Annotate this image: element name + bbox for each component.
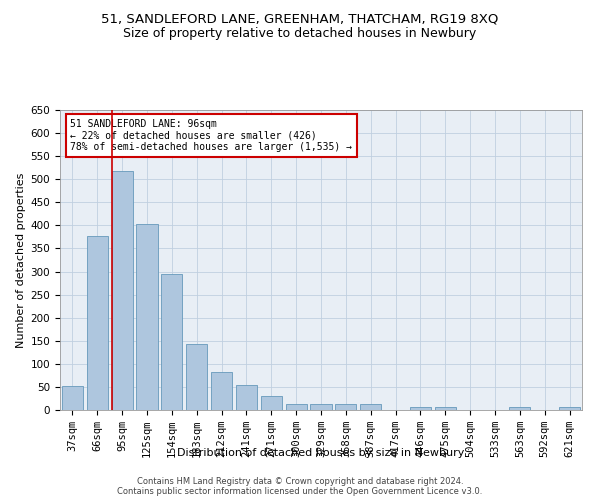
Bar [261, 396, 282, 410]
Bar [410, 407, 431, 410]
Text: 51, SANDLEFORD LANE, GREENHAM, THATCHAM, RG19 8XQ: 51, SANDLEFORD LANE, GREENHAM, THATCHAM,… [101, 12, 499, 26]
Text: Contains public sector information licensed under the Open Government Licence v3: Contains public sector information licen… [118, 488, 482, 496]
Bar [112, 171, 133, 410]
Bar [136, 224, 158, 410]
Bar [435, 407, 456, 410]
Bar [360, 404, 381, 410]
Bar [236, 384, 257, 410]
Bar [335, 404, 356, 410]
Text: Distribution of detached houses by size in Newbury: Distribution of detached houses by size … [178, 448, 464, 458]
Bar [509, 407, 530, 410]
Bar [310, 404, 332, 410]
Text: Contains HM Land Registry data © Crown copyright and database right 2024.: Contains HM Land Registry data © Crown c… [137, 476, 463, 486]
Bar [286, 404, 307, 410]
Bar [559, 407, 580, 410]
Bar [186, 344, 207, 410]
Bar [161, 274, 182, 410]
Bar [87, 236, 108, 410]
Text: 51 SANDLEFORD LANE: 96sqm
← 22% of detached houses are smaller (426)
78% of semi: 51 SANDLEFORD LANE: 96sqm ← 22% of detac… [70, 119, 352, 152]
Y-axis label: Number of detached properties: Number of detached properties [16, 172, 26, 348]
Text: Size of property relative to detached houses in Newbury: Size of property relative to detached ho… [124, 28, 476, 40]
Bar [62, 386, 83, 410]
Bar [211, 372, 232, 410]
